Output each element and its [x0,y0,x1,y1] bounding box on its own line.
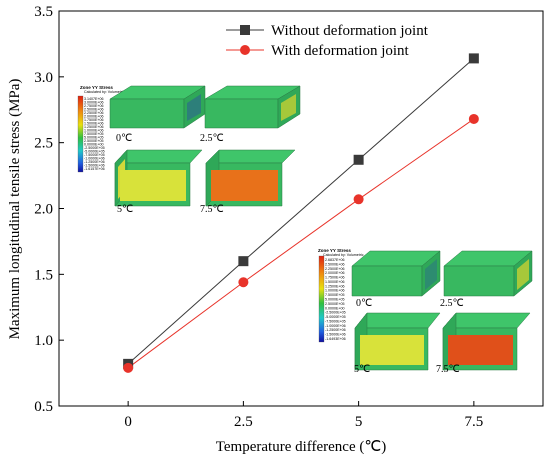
colorbar-value: -1.5000E+06 [84,164,105,168]
colorbar-value: 1.7500E+06 [325,276,345,280]
colorbar-value: -5.0000E+05 [325,315,346,319]
legend-entry-with-joint: With deformation joint [226,43,410,59]
inset-label: 2.5℃ [440,298,464,309]
legend: Without deformation joint With deformati… [226,23,429,59]
colorbar-value: -7.5000E+05 [84,153,105,157]
legend-marker-square [240,25,250,35]
colorbar-subtitle: Calculated by: Volumetric [84,90,125,94]
colorbar-value: 1.2500E+06 [325,284,345,288]
colorbar [77,95,84,173]
model-box [114,149,203,207]
colorbar-value: 2.2500E+06 [84,111,104,115]
series-line-2 [127,118,475,369]
data-point [238,277,249,288]
model-box [354,312,441,371]
data-point [238,256,249,267]
model-box [109,85,206,129]
colorbar-value: -1.2500E+06 [84,160,105,164]
colorbar-value: 2.5000E+06 [325,262,345,266]
colorbar-value: 0.0000E+00 [84,143,104,147]
legend-label: Without deformation joint [271,23,429,39]
model-box [204,85,301,129]
colorbar-value: -1.0000E+06 [84,157,105,161]
colorbar-value: -7.5000E+05 [325,319,346,323]
colorbar-value: -1.2500E+06 [325,328,346,332]
inset-bottom-right: Zone YY Stress Calculated by: Volumetric… [318,248,533,375]
colorbar-value: -5.0000E+05 [84,150,105,154]
colorbar-value: 2.6837E+06 [325,258,345,262]
inset-label: 7.5℃ [200,204,224,215]
y-tick-label: 1.0 [34,333,53,349]
colorbar-value: 3.0000E+06 [84,101,104,105]
y-tick-label: 3.0 [34,70,53,86]
colorbar-value: 3.1407E+06 [84,97,104,101]
colorbar-value: -1.6493E+06 [325,337,346,341]
data-point [468,53,479,64]
legend-marker-circle [240,45,250,55]
inset-top-left: Zone YY Stress Calculated by: Volumetric… [77,85,301,215]
colorbar-title: Zone YY Stress [318,248,351,253]
inset-label: 7.5℃ [436,364,460,375]
colorbar-values: 2.6837E+062.5000E+062.2500E+062.0000E+06… [325,258,346,341]
inset-label: 5℃ [117,204,133,215]
colorbar-value: 2.2500E+06 [325,267,345,271]
colorbar-title: Zone YY Stress [80,85,113,90]
data-point [123,362,134,373]
colorbar-value: 0.0000E+00 [325,306,345,310]
x-axis: 0 2.5 5 7.5 [124,401,483,430]
colorbar-value: -2.5000E+05 [84,146,105,150]
series-line-1 [127,58,475,365]
x-tick-label: 5 [355,414,363,430]
colorbar-value: -1.6157E+06 [84,167,105,171]
colorbar-value: 2.7500E+06 [84,104,104,108]
colorbar-value: -1.5000E+06 [325,333,346,337]
colorbar-value: -2.5000E+05 [325,311,346,315]
y-tick-label: 2.0 [34,202,53,218]
colorbar-value: 2.0000E+06 [84,115,104,119]
data-point [468,113,479,124]
colorbar-values: 3.1407E+063.0000E+062.7500E+062.5000E+06… [84,97,105,171]
data-point [353,154,364,165]
legend-entry-without-joint: Without deformation joint [226,23,429,39]
x-tick-label: 2.5 [234,414,253,430]
colorbar-value: 1.5000E+06 [84,122,104,126]
y-axis-title: Maximum longitudinal tensile stress (MPa… [7,79,23,340]
colorbar-value: 2.5000E+06 [84,108,104,112]
series-layer [123,53,479,373]
colorbar-value: 2.5000E+05 [325,302,345,306]
colorbar [318,255,325,343]
colorbar-value: 1.2500E+06 [84,125,104,129]
data-point [353,194,364,205]
colorbar-value: 2.0000E+06 [325,271,345,275]
colorbar-value: -1.0000E+06 [325,324,346,328]
model-box [442,312,531,371]
y-tick-label: 3.5 [34,4,53,20]
inset-label: 2.5℃ [200,133,224,144]
colorbar-value: 2.5000E+05 [84,139,104,143]
y-axis: 0.5 1.0 1.5 2.0 2.5 3.0 3.5 [34,4,64,415]
model-box [443,250,533,297]
x-axis-title: Temperature difference (℃) [216,439,386,455]
colorbar-value: 1.0000E+06 [325,289,345,293]
legend-label: With deformation joint [271,43,410,59]
colorbar-value: 7.5000E+05 [325,293,345,297]
colorbar-subtitle: Calculated by: Volumetric [323,253,364,257]
colorbar-value: 7.5000E+05 [84,132,104,136]
model-box [351,250,441,297]
colorbar-value: 1.5000E+06 [325,280,345,284]
colorbar-value: 5.0000E+05 [84,136,104,140]
inset-label: 0℃ [116,133,132,144]
colorbar-value: 1.0000E+06 [84,129,104,133]
model-box [205,149,296,207]
colorbar-value: 1.7500E+06 [84,118,104,122]
x-tick-label: 7.5 [464,414,483,430]
inset-label: 0℃ [356,298,372,309]
colorbar-value: 5.0000E+05 [325,298,345,302]
inset-label: 5℃ [354,364,370,375]
y-tick-label: 0.5 [34,399,53,415]
y-tick-label: 2.5 [34,136,53,152]
x-tick-label: 0 [124,414,132,430]
y-tick-label: 1.5 [34,267,53,283]
